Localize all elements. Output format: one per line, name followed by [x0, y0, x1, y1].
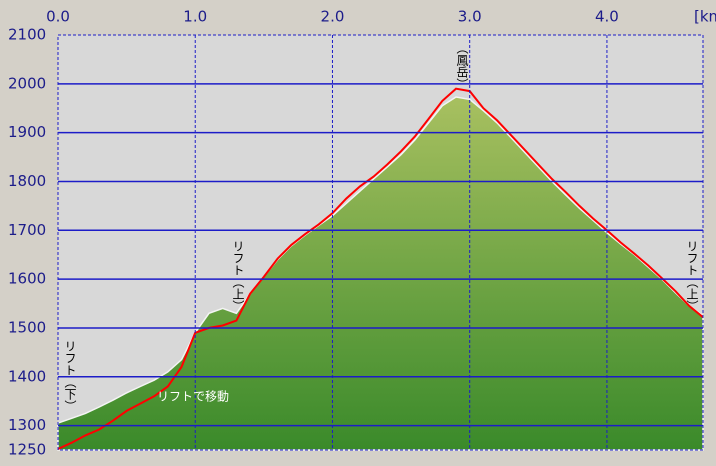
y-tick-label: 1500	[8, 318, 46, 336]
x-tick-label: 0.0	[46, 8, 70, 26]
annotation: リフトで移動	[157, 390, 229, 404]
y-tick-label: 1300	[8, 416, 46, 434]
x-tick-label: 3.0	[458, 8, 482, 26]
x-unit-label: [km	[694, 8, 716, 26]
annotation: リフト（上）	[231, 240, 245, 312]
track-line	[57, 87, 704, 450]
y-tick-label: 1900	[8, 123, 46, 141]
x-tick-label: 2.0	[321, 8, 345, 26]
y-tick-label: 1250	[8, 441, 46, 459]
y-tick-label: 2000	[8, 74, 46, 92]
y-tick-label: 1700	[8, 221, 46, 239]
x-tick-label: 1.0	[183, 8, 207, 26]
annotation: リフト（上）	[685, 240, 699, 312]
y-tick-label: 1800	[8, 172, 46, 190]
annotation: リフト（下）	[63, 340, 77, 412]
y-tick-label: 1400	[8, 367, 46, 385]
annotation: （鳳岳）	[455, 42, 469, 90]
x-tick-label: 4.0	[595, 8, 619, 26]
y-tick-label: 1600	[8, 270, 46, 288]
plot-border	[57, 34, 704, 451]
y-tick-label: 2100	[8, 26, 46, 44]
